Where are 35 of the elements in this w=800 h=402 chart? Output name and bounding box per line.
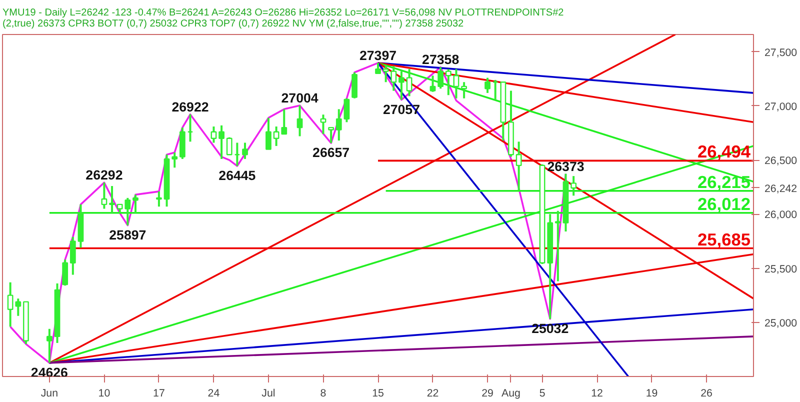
annotation: 26292 <box>86 168 123 183</box>
annotation: 27397 <box>359 48 397 63</box>
series-label: 26,215 <box>698 172 751 192</box>
x-tick-label: Jun <box>40 388 58 400</box>
x-tick-label: 15 <box>372 388 384 400</box>
annotation: 26373 <box>547 158 584 174</box>
annotation: 25897 <box>109 227 146 242</box>
x-tick-label: 5 <box>539 388 546 400</box>
x-tick-label: 8 <box>320 388 326 400</box>
series-label: 25,685 <box>698 229 751 250</box>
y-tick-label: 25,000 <box>764 317 798 330</box>
annotation: 26657 <box>312 145 350 160</box>
annotation: 27358 <box>422 52 460 68</box>
y-tick-label: 27,000 <box>764 100 798 113</box>
x-tick-label: 29 <box>482 388 494 400</box>
annotation: 25032 <box>532 320 569 336</box>
x-tick-label: 10 <box>98 388 110 400</box>
x-tick-label: 12 <box>591 388 604 400</box>
x-tick-label: Jul <box>262 388 276 400</box>
annotation: 26445 <box>218 168 256 183</box>
x-tick-label: Aug <box>502 388 521 400</box>
x-tick-label: 19 <box>646 388 658 400</box>
series-label: 26,012 <box>698 194 750 214</box>
x-tick-label: 22 <box>426 388 439 400</box>
y-tick-label: 26,500 <box>764 155 798 168</box>
y-tick-label: 27,500 <box>764 46 798 59</box>
annotation: 26922 <box>172 99 209 114</box>
x-tick-label: 17 <box>153 388 165 400</box>
chart-title: YMU19 - Daily L=26242 -123 -0.47% B=26241 A=26243 O=26286 Hi=26352 Lo=26171 V=56,098 NV PLOTTRENDPOINTS#2 (2,true) 26373 CPR3 BOT7 (0,7) 25032 CPR3 TOP7 (0,7) 26922 NV YM (2,false,true,"","") 27358 25032 <box>2 8 564 30</box>
x-tick-label: 26 <box>700 388 713 400</box>
y-tick-label: 26,000 <box>764 209 798 222</box>
x-tick-label: 24 <box>208 388 220 400</box>
annotation: 27004 <box>281 90 319 106</box>
y-tick-label: 25,500 <box>764 263 798 276</box>
y-tick-label: 26,242 <box>764 182 798 195</box>
